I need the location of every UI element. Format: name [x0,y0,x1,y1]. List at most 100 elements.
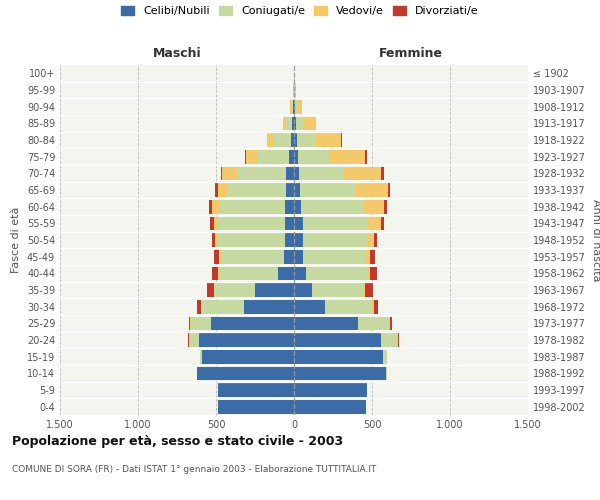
Y-axis label: Anni di nascita: Anni di nascita [591,198,600,281]
Bar [218,400,294,413]
Bar [222,166,238,180]
Bar [214,216,218,230]
Bar [218,233,286,247]
Bar [221,166,222,180]
Text: Femmine: Femmine [379,47,443,60]
Bar [295,83,296,97]
Bar [219,266,278,280]
Bar [215,233,218,247]
Bar [200,350,202,364]
Bar [301,200,364,213]
Bar [221,250,284,264]
Bar [294,100,295,114]
Bar [191,316,211,330]
Bar [294,283,312,297]
Bar [344,166,382,180]
Bar [206,283,214,297]
Bar [211,316,294,330]
Bar [367,266,370,280]
Bar [293,100,294,114]
Bar [197,300,201,314]
Bar [304,116,316,130]
Bar [294,116,296,130]
Bar [212,266,218,280]
Bar [286,183,294,197]
Bar [286,233,294,247]
Bar [366,250,370,264]
Bar [384,200,387,213]
Bar [199,333,294,347]
Bar [294,316,358,330]
Bar [370,266,377,280]
Bar [286,200,294,213]
Bar [258,150,289,164]
Bar [297,133,316,147]
Bar [219,250,221,264]
Bar [201,300,202,314]
Bar [294,366,386,380]
Bar [294,400,366,413]
Bar [294,333,382,347]
Bar [294,233,302,247]
Bar [188,316,190,330]
Bar [238,166,286,180]
Bar [245,150,258,164]
Bar [218,216,286,230]
Bar [209,200,212,213]
Bar [368,233,374,247]
Bar [306,266,367,280]
Bar [268,133,274,147]
Bar [212,233,215,247]
Bar [291,133,294,147]
Bar [294,216,302,230]
Bar [267,133,268,147]
Text: Popolazione per età, sesso e stato civile - 2003: Popolazione per età, sesso e stato civil… [12,435,343,448]
Bar [218,183,227,197]
Y-axis label: Fasce di età: Fasce di età [11,207,21,273]
Bar [286,166,294,180]
Bar [316,133,341,147]
Bar [255,283,294,297]
Bar [388,183,390,197]
Bar [220,200,286,213]
Bar [212,200,220,213]
Bar [298,150,329,164]
Bar [286,216,294,230]
Bar [215,183,218,197]
Bar [189,333,190,347]
Bar [291,100,293,114]
Bar [202,300,244,314]
Bar [289,150,294,164]
Bar [227,183,286,197]
Bar [190,333,199,347]
Bar [244,300,294,314]
Bar [218,383,294,397]
Bar [292,116,294,130]
Bar [372,300,374,314]
Bar [358,316,389,330]
Bar [383,350,387,364]
Bar [294,383,367,397]
Bar [389,316,390,330]
Text: Maschi: Maschi [152,47,202,60]
Bar [296,116,304,130]
Bar [300,183,356,197]
Bar [190,316,191,330]
Bar [374,233,377,247]
Bar [312,283,364,297]
Bar [329,150,365,164]
Bar [274,133,291,147]
Bar [294,133,297,147]
Bar [368,216,380,230]
Bar [304,250,366,264]
Bar [284,250,294,264]
Bar [370,250,375,264]
Bar [294,200,301,213]
Bar [380,216,385,230]
Bar [202,350,294,364]
Bar [294,250,304,264]
Bar [295,100,297,114]
Bar [397,333,398,347]
Bar [294,183,300,197]
Bar [325,300,372,314]
